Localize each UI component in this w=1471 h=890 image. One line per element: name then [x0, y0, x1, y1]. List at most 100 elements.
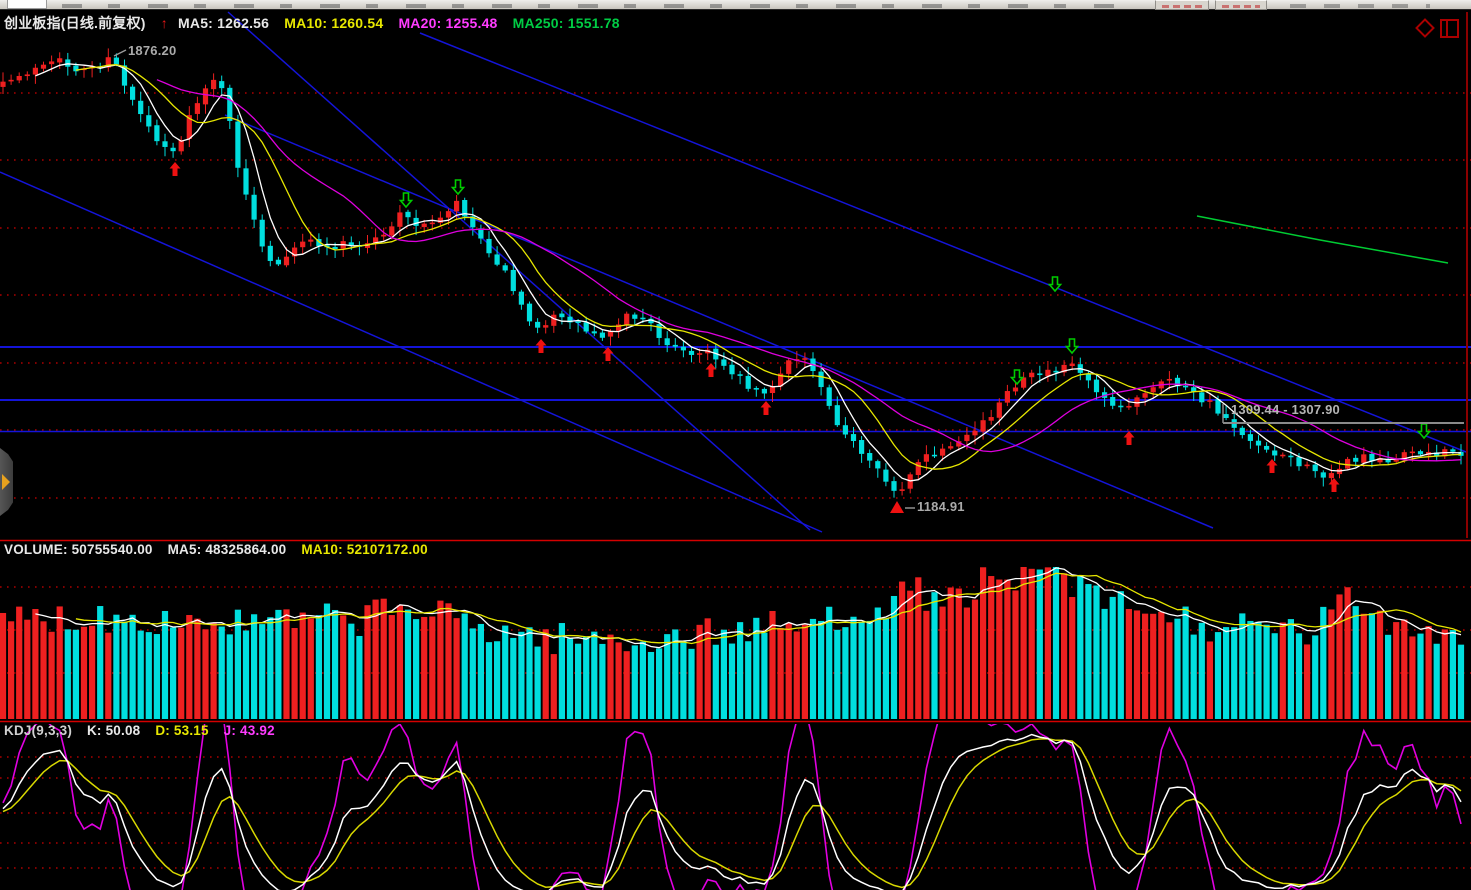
- candle-body: [162, 141, 168, 147]
- volume-bar: [1166, 622, 1173, 719]
- volume-bar: [1174, 618, 1181, 719]
- volume-bar: [1142, 613, 1149, 719]
- candle-body: [437, 217, 443, 223]
- candle-body: [891, 481, 897, 491]
- candle-body: [478, 228, 484, 239]
- volume-bar: [834, 629, 841, 719]
- candle-body: [8, 79, 14, 82]
- kdj-d-line: [2, 738, 1462, 889]
- volume-bar: [437, 600, 444, 719]
- volume-bar: [1061, 573, 1068, 719]
- candle-body: [543, 325, 549, 328]
- volume-bar: [8, 621, 15, 719]
- trend-line: [419, 32, 1467, 453]
- candle-body: [113, 57, 119, 65]
- peak-price-label: 1876.20: [128, 43, 177, 58]
- volume-bar: [526, 627, 533, 719]
- split-window-icon[interactable]: [1440, 19, 1459, 38]
- candle-body: [721, 359, 727, 366]
- volume-bar: [510, 637, 517, 719]
- volume-bar: [737, 622, 744, 719]
- volume-bar: [0, 612, 7, 719]
- candle-body: [421, 223, 427, 228]
- volume-bar: [396, 605, 403, 719]
- candle-body: [170, 147, 176, 152]
- candle-body: [413, 217, 419, 226]
- volume-bar: [323, 603, 331, 719]
- volume-bar: [583, 636, 590, 719]
- volume-bar: [647, 651, 655, 719]
- candle-body: [0, 81, 6, 87]
- candle-body: [510, 269, 516, 292]
- sell-signal-arrow-icon: [1047, 276, 1063, 293]
- volume-bar: [1214, 632, 1222, 719]
- volume-bar: [550, 654, 557, 719]
- candle-body: [1174, 377, 1181, 387]
- volume-bar: [485, 642, 493, 719]
- volume-bar: [866, 620, 873, 719]
- candle-body: [526, 303, 533, 322]
- peak-label-pointer: [113, 49, 127, 57]
- volume-bar: [1158, 611, 1165, 719]
- expand-arrow-icon: [2, 474, 10, 490]
- candle-body: [1304, 464, 1310, 467]
- candle-body: [640, 317, 646, 320]
- sidebar-collapse-handle[interactable]: [0, 448, 13, 516]
- candle-body: [219, 81, 225, 89]
- toolbar-button-2[interactable]: [1215, 0, 1267, 10]
- buy-signal-arrow-icon: [705, 363, 717, 377]
- volume-bar: [728, 643, 736, 719]
- volume-bar: [145, 632, 152, 719]
- candle-body: [259, 219, 265, 247]
- candle-body: [1353, 457, 1359, 462]
- candle-body: [1183, 385, 1189, 388]
- volume-bar: [89, 625, 96, 719]
- candle-body: [737, 374, 743, 376]
- volume-bar: [1304, 644, 1311, 719]
- candle-body: [1385, 459, 1391, 463]
- volume-bar: [615, 642, 622, 719]
- ma-line: [35, 63, 1462, 482]
- ma10-value: MA10: 1260.54: [284, 15, 384, 31]
- volume-bar: [97, 606, 104, 719]
- volume-bar: [1182, 606, 1189, 719]
- candle-body: [697, 353, 703, 355]
- volume-bar: [947, 587, 954, 719]
- volume-bar: [234, 609, 241, 719]
- candle-body: [575, 321, 581, 323]
- toolbar-button-1[interactable]: [1155, 0, 1209, 10]
- candle-body: [964, 434, 970, 442]
- volume-bar: [1125, 608, 1132, 719]
- low-price-label: 1184.91: [917, 499, 965, 514]
- toolbar-input-box[interactable]: [7, 0, 47, 9]
- ma-line: [75, 64, 1462, 470]
- volume-bar: [1036, 569, 1043, 719]
- candle-body: [454, 200, 460, 212]
- trend-line: [224, 114, 1214, 529]
- volume-bar: [121, 621, 128, 719]
- candle-body: [899, 489, 905, 491]
- volume-bar: [16, 606, 23, 719]
- volume-bar: [850, 616, 857, 719]
- volume-ma-line: [35, 567, 1462, 649]
- candle-body: [1069, 363, 1075, 367]
- volume-bar: [534, 646, 541, 719]
- buy-signal-arrow-icon: [169, 162, 181, 176]
- volume-bar: [1223, 627, 1230, 719]
- volume-bar: [631, 645, 638, 719]
- volume-bar: [1190, 634, 1197, 719]
- volume-bar: [801, 624, 808, 719]
- candle-body: [138, 100, 144, 115]
- volume-bar: [1247, 620, 1254, 719]
- volume-bar: [704, 618, 711, 719]
- diamond-icon[interactable]: [1415, 18, 1435, 38]
- volume-bar: [194, 618, 201, 719]
- ma20-value: MA20: 1255.48: [398, 15, 498, 31]
- trend-up-icon: ↑: [160, 15, 168, 31]
- kdj-j-value: J: 43.92: [223, 723, 275, 738]
- trend-line: [227, 11, 811, 531]
- candle-body: [1061, 364, 1067, 373]
- kdj-indicator-name: KDJ(9,3,3): [4, 723, 73, 738]
- volume-bar: [955, 588, 962, 719]
